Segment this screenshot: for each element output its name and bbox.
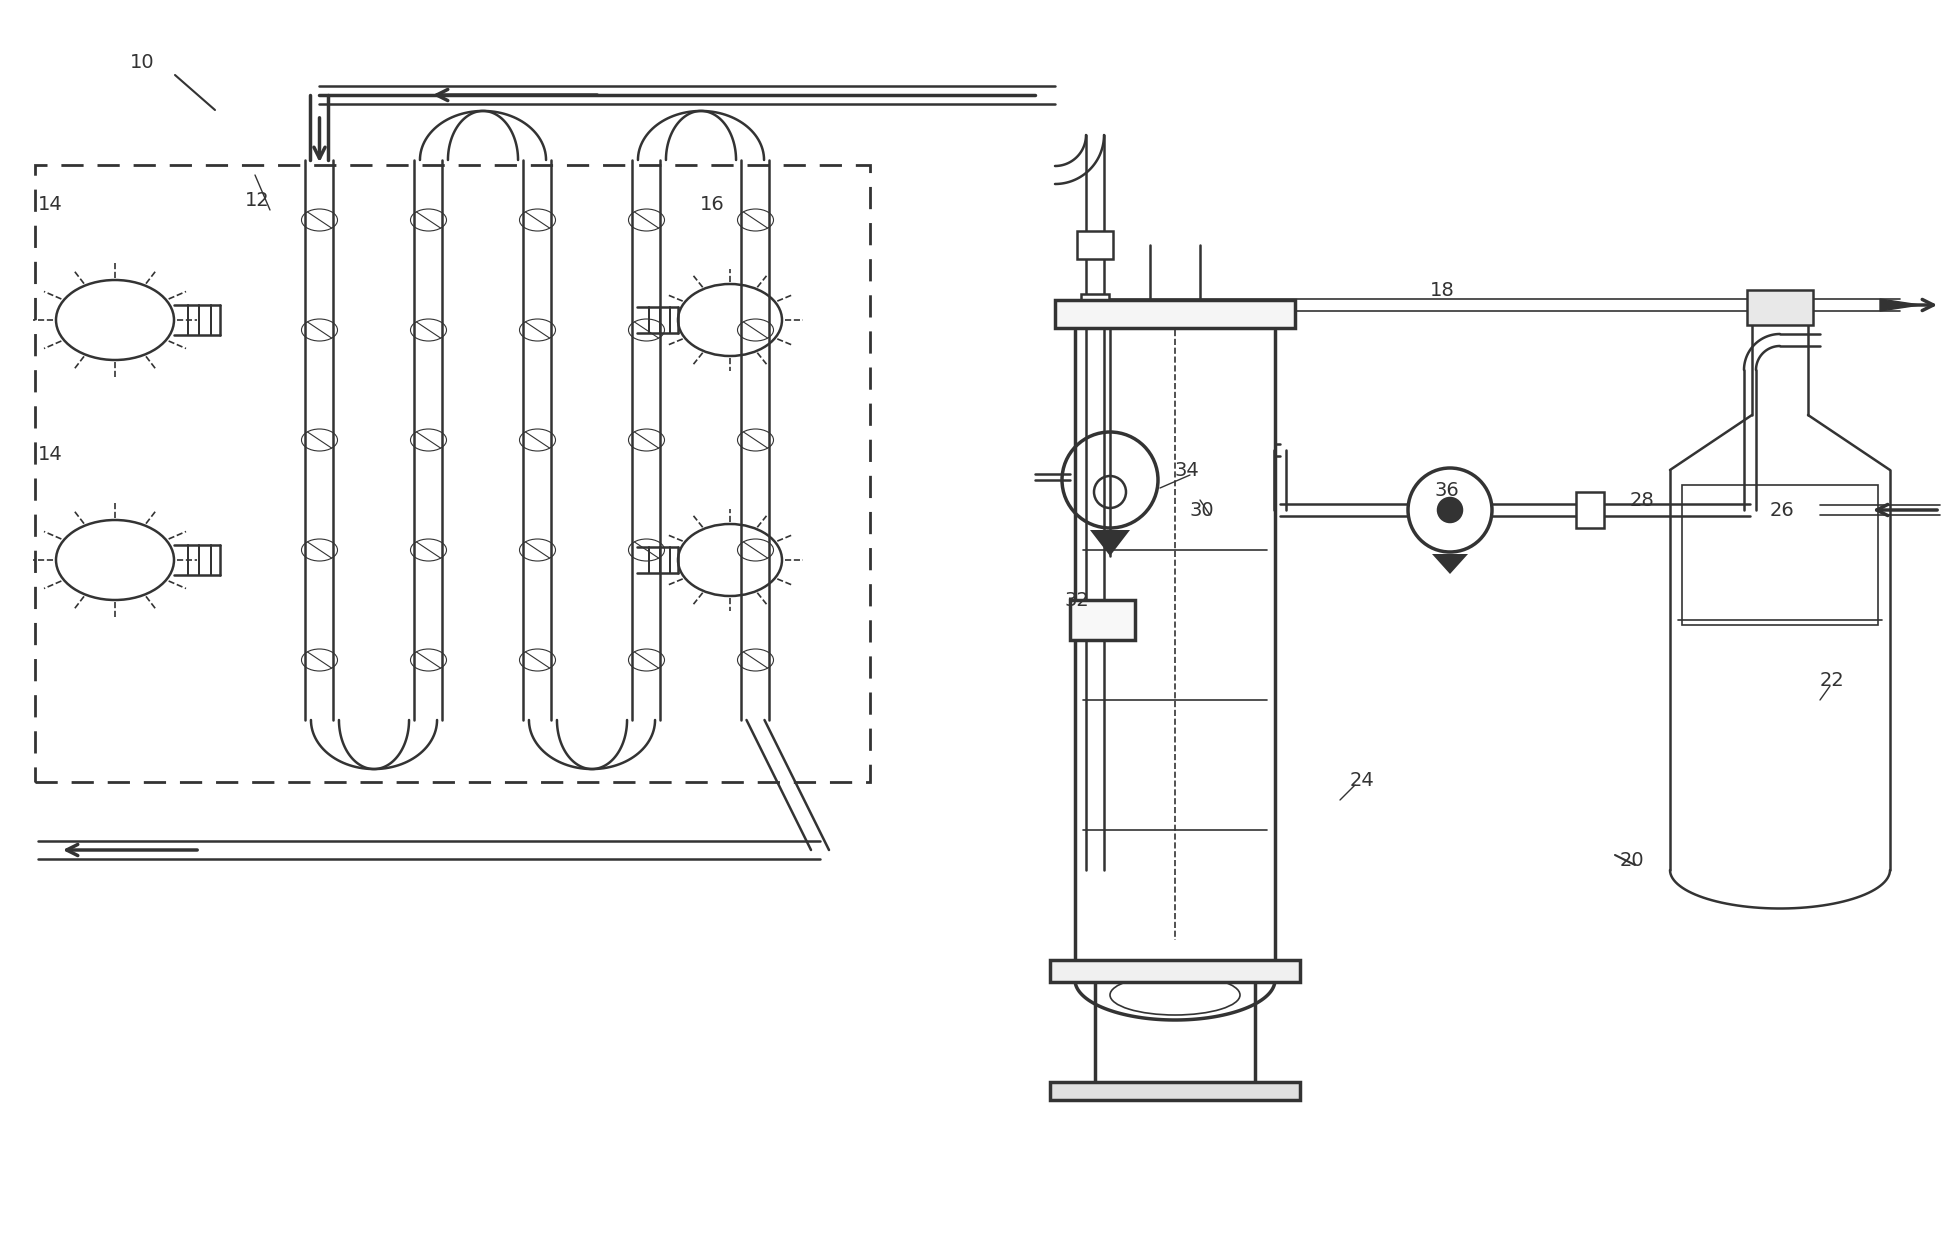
Text: 28: 28 xyxy=(1630,491,1655,510)
Text: 26: 26 xyxy=(1770,501,1796,520)
Text: 16: 16 xyxy=(700,195,725,214)
Text: 22: 22 xyxy=(1819,671,1845,690)
Bar xyxy=(1577,492,1604,528)
Bar xyxy=(1049,960,1299,982)
Text: 20: 20 xyxy=(1620,850,1645,869)
Bar xyxy=(1071,600,1135,640)
Text: 36: 36 xyxy=(1434,481,1460,500)
Text: 18: 18 xyxy=(1430,280,1454,299)
Bar xyxy=(35,165,870,782)
Bar xyxy=(1077,232,1114,259)
Bar xyxy=(1747,290,1813,326)
Polygon shape xyxy=(1880,299,1921,310)
Text: 14: 14 xyxy=(37,446,63,464)
Bar xyxy=(1055,300,1296,328)
Text: 14: 14 xyxy=(37,195,63,214)
Text: 10: 10 xyxy=(131,53,154,71)
Polygon shape xyxy=(1432,553,1467,573)
Polygon shape xyxy=(1090,530,1129,556)
Circle shape xyxy=(1438,498,1462,522)
Text: 30: 30 xyxy=(1190,501,1215,520)
Text: 24: 24 xyxy=(1350,770,1376,790)
Bar xyxy=(1049,1082,1299,1101)
Text: 34: 34 xyxy=(1174,461,1200,480)
Bar xyxy=(1682,485,1878,625)
Text: 32: 32 xyxy=(1065,591,1090,610)
Text: 12: 12 xyxy=(244,190,270,209)
Bar xyxy=(1081,294,1110,316)
